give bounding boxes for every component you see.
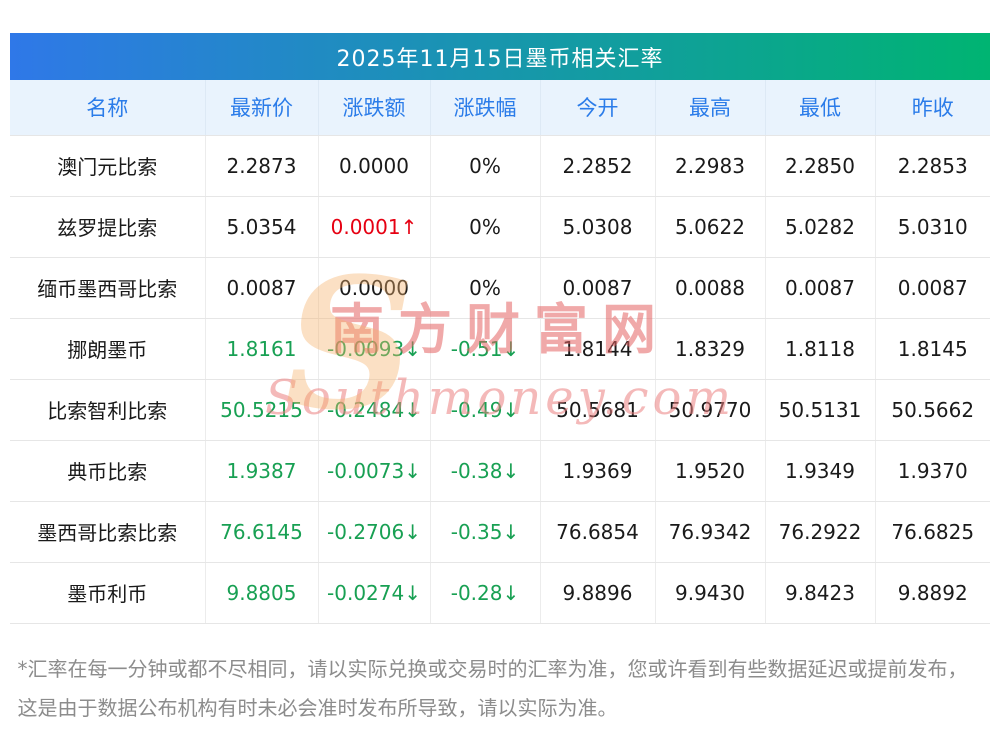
table-row: 比索智利比索 50.5215 -0.2484↓ -0.49↓ 50.5681 50.977… <box>10 379 990 441</box>
table-body: 澳门元比索 2.2873 0.0000 0% 2.2852 2.2983 2.2850 2.2… <box>10 135 990 624</box>
value-cell: 0.0000 <box>318 135 431 197</box>
value-cell: 2.2853 <box>875 135 990 197</box>
value-cell: 50.5215 <box>205 379 319 441</box>
value-cell: 5.0622 <box>655 196 766 258</box>
header-open: 今开 <box>540 80 656 136</box>
value-cell: 1.8145 <box>875 318 990 380</box>
value-cell: -0.2484↓ <box>318 379 431 441</box>
value-cell: 76.6145 <box>205 501 319 563</box>
value-cell: -0.2706↓ <box>318 501 431 563</box>
currency-name-cell: 墨西哥比索比索 <box>10 501 206 563</box>
value-cell: -0.49↓ <box>430 379 541 441</box>
value-cell: 0.0087 <box>765 257 876 319</box>
rates-page: 2025年11月15日墨币相关汇率 名称 最新价 涨跌额 涨跌幅 今开 最高 最… <box>10 0 990 728</box>
value-cell: 2.2852 <box>540 135 656 197</box>
value-cell: 76.6854 <box>540 501 656 563</box>
table-row: 典币比索 1.9387 -0.0073↓ -0.38↓ 1.9369 1.9520 1.93… <box>10 440 990 502</box>
value-cell: -0.38↓ <box>430 440 541 502</box>
table-row: 墨币利币 9.8805 -0.0274↓ -0.28↓ 9.8896 9.9430 9.84… <box>10 562 990 624</box>
header-prev-close: 昨收 <box>875 80 990 136</box>
table-row: 缅币墨西哥比索 0.0087 0.0000 0% 0.0087 0.0088 0.0087 0… <box>10 257 990 319</box>
header-low: 最低 <box>765 80 876 136</box>
value-cell: 1.8144 <box>540 318 656 380</box>
header-latest-price: 最新价 <box>205 80 319 136</box>
value-cell: 0.0001↑ <box>318 196 431 258</box>
currency-name-cell: 挪朗墨币 <box>10 318 206 380</box>
value-cell: 1.9520 <box>655 440 766 502</box>
value-cell: 2.2850 <box>765 135 876 197</box>
value-cell: 0.0087 <box>875 257 990 319</box>
value-cell: 1.9387 <box>205 440 319 502</box>
currency-name-cell: 墨币利币 <box>10 562 206 624</box>
value-cell: 1.8329 <box>655 318 766 380</box>
value-cell: 9.8805 <box>205 562 319 624</box>
value-cell: 0% <box>430 257 541 319</box>
value-cell: 0% <box>430 196 541 258</box>
value-cell: 2.2983 <box>655 135 766 197</box>
value-cell: 5.0308 <box>540 196 656 258</box>
value-cell: 76.2922 <box>765 501 876 563</box>
header-change-amount: 涨跌额 <box>318 80 431 136</box>
value-cell: -0.0073↓ <box>318 440 431 502</box>
value-cell: 1.8118 <box>765 318 876 380</box>
disclaimer-text: *汇率在每一分钟或都不尽相同，请以实际兑换或交易时的汇率为准，您或许看到有些数据… <box>17 656 968 720</box>
value-cell: -0.0093↓ <box>318 318 431 380</box>
value-cell: -0.35↓ <box>430 501 541 563</box>
value-cell: 76.9342 <box>655 501 766 563</box>
value-cell: 9.8423 <box>765 562 876 624</box>
value-cell: 5.0310 <box>875 196 990 258</box>
value-cell: 50.5131 <box>765 379 876 441</box>
table-row: 挪朗墨币 1.8161 -0.0093↓ -0.51↓ 1.8144 1.8329 1.81… <box>10 318 990 380</box>
value-cell: 50.5662 <box>875 379 990 441</box>
value-cell: -0.0274↓ <box>318 562 431 624</box>
value-cell: 9.8896 <box>540 562 656 624</box>
table-header-row: 名称 最新价 涨跌额 涨跌幅 今开 最高 最低 昨收 <box>10 80 990 136</box>
value-cell: 76.6825 <box>875 501 990 563</box>
value-cell: 9.9430 <box>655 562 766 624</box>
value-cell: -0.51↓ <box>430 318 541 380</box>
value-cell: 0.0000 <box>318 257 431 319</box>
value-cell: 50.9770 <box>655 379 766 441</box>
value-cell: 0.0087 <box>540 257 656 319</box>
currency-name-cell: 缅币墨西哥比索 <box>10 257 206 319</box>
header-name: 名称 <box>10 80 206 136</box>
rates-table: 名称 最新价 涨跌额 涨跌幅 今开 最高 最低 昨收 澳门元比索 2.2873 0.… <box>10 80 990 624</box>
table-row: 兹罗提比索 5.0354 0.0001↑ 0% 5.0308 5.0622 5.0282 5.… <box>10 196 990 258</box>
table-row: 墨西哥比索比索 76.6145 -0.2706↓ -0.35↓ 76.6854 76.93… <box>10 501 990 563</box>
value-cell: 9.8892 <box>875 562 990 624</box>
value-cell: 5.0282 <box>765 196 876 258</box>
value-cell: 1.9369 <box>540 440 656 502</box>
currency-name-cell: 典币比索 <box>10 440 206 502</box>
table-row: 澳门元比索 2.2873 0.0000 0% 2.2852 2.2983 2.2850 2.2… <box>10 135 990 197</box>
value-cell: 0.0088 <box>655 257 766 319</box>
currency-name-cell: 兹罗提比索 <box>10 196 206 258</box>
value-cell: 0% <box>430 135 541 197</box>
value-cell: 50.5681 <box>540 379 656 441</box>
value-cell: 1.9370 <box>875 440 990 502</box>
value-cell: -0.28↓ <box>430 562 541 624</box>
header-high: 最高 <box>655 80 766 136</box>
header-change-percent: 涨跌幅 <box>430 80 541 136</box>
value-cell: 1.8161 <box>205 318 319 380</box>
value-cell: 2.2873 <box>205 135 319 197</box>
currency-name-cell: 比索智利比索 <box>10 379 206 441</box>
table-title: 2025年11月15日墨币相关汇率 <box>10 33 990 80</box>
currency-name-cell: 澳门元比索 <box>10 135 206 197</box>
value-cell: 1.9349 <box>765 440 876 502</box>
value-cell: 0.0087 <box>205 257 319 319</box>
value-cell: 5.0354 <box>205 196 319 258</box>
